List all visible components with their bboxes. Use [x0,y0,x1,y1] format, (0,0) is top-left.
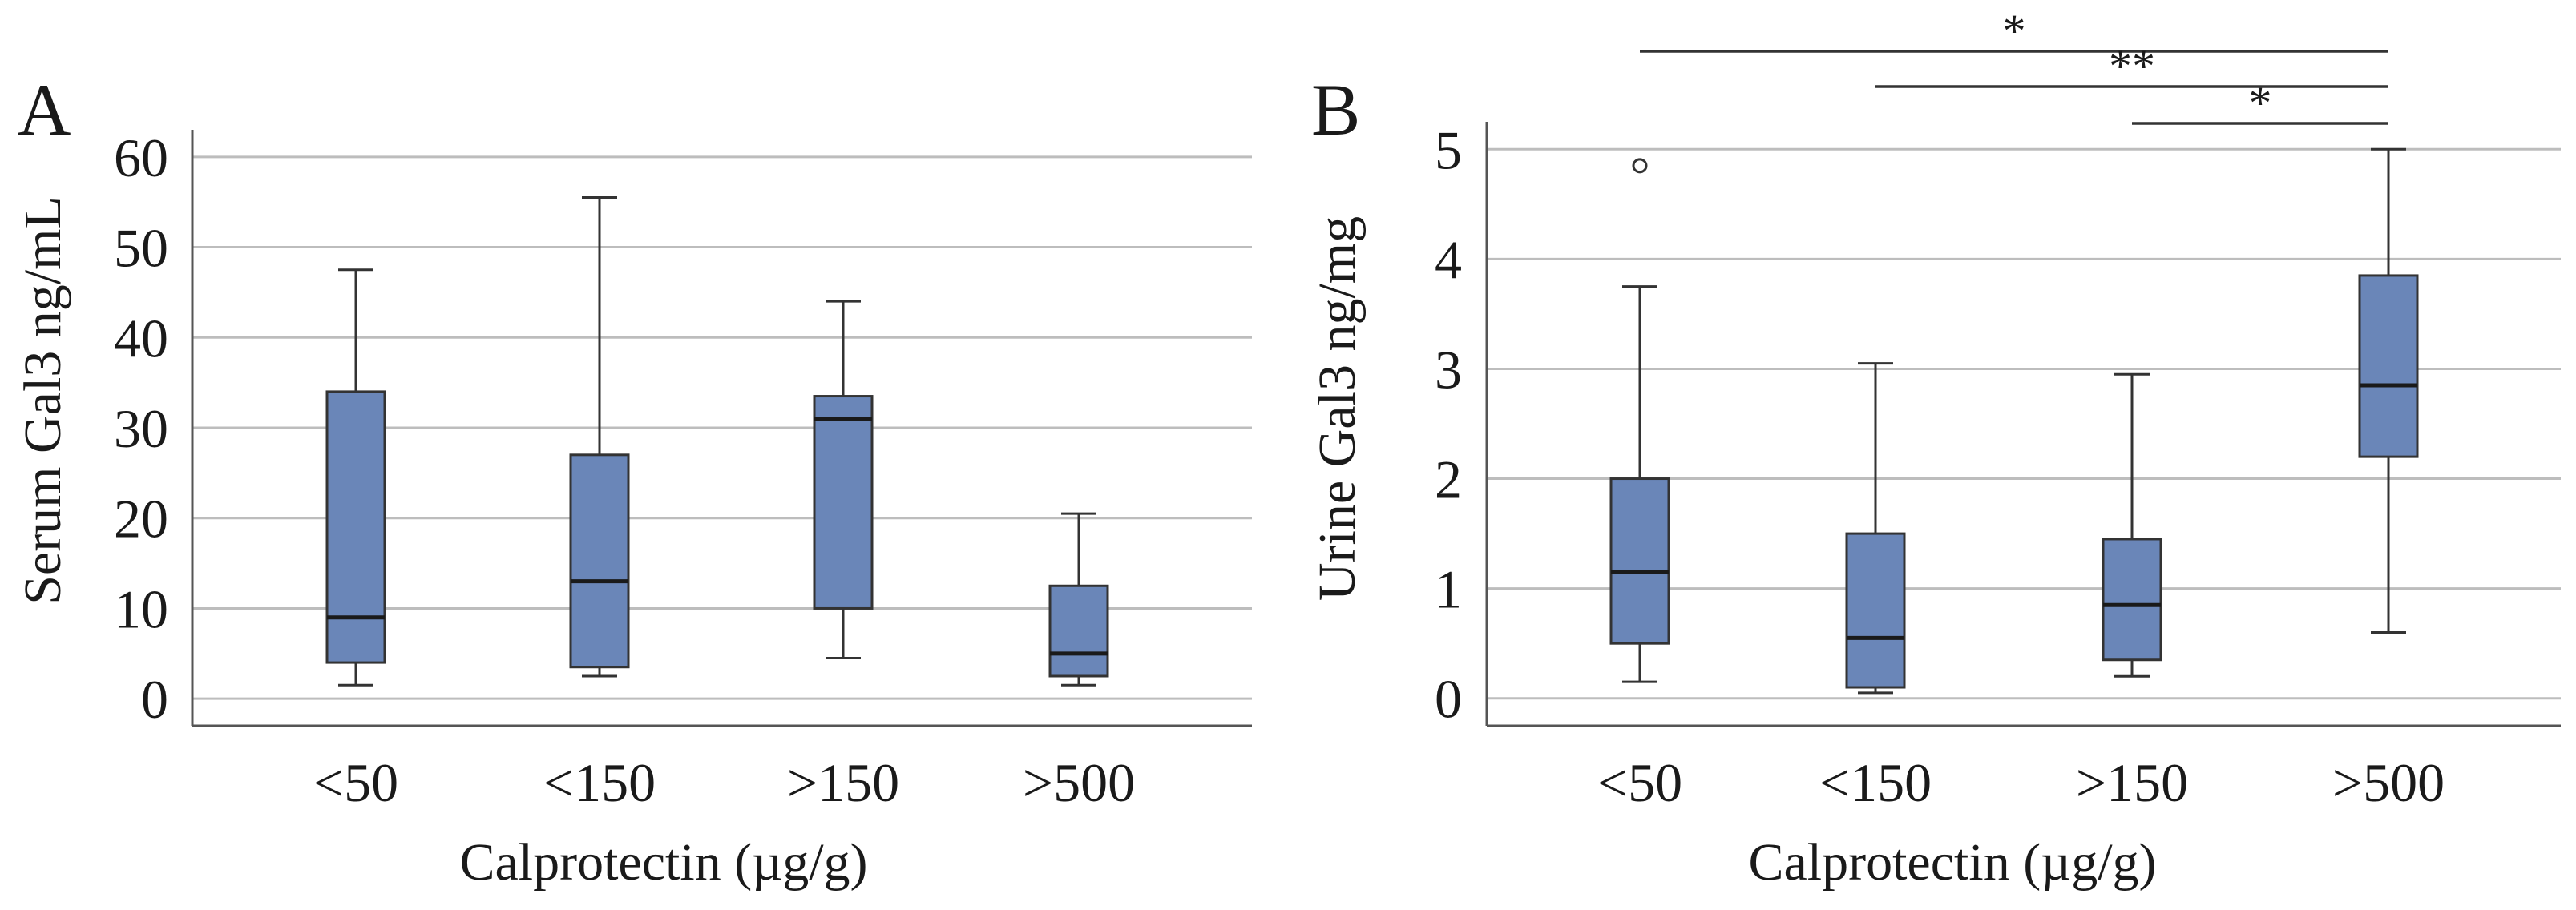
panel-a-box-group [1048,512,1109,687]
panel-b-box [2358,274,2419,458]
panel-b-y-tick-label: 0 [1435,669,1462,730]
panel-a-box-group [325,268,386,687]
panel-a-box [1048,584,1109,678]
panel-b-significance-bracket: * [2132,77,2388,129]
panel-a-y-tick-label: 0 [141,669,168,730]
panel-b-significance-label: * [2003,5,2026,57]
panel-a-y-tick-label: 50 [114,218,168,279]
panel-b-y-axis-title: Urine Gal3 ng/mg [1308,216,1367,601]
panel-a-x-axis-title: Calprotectin (µg/g) [459,833,867,892]
panel-b-y-tick-label: 2 [1435,449,1462,510]
panel-b-y-tick-label: 3 [1435,339,1462,400]
panel-a-x-tick-label: >500 [1023,752,1135,813]
panel-a-letter: A [18,69,71,151]
panel-b-significance-bracket: ** [1875,40,2388,92]
panel-b-box [1609,477,1670,645]
panel-b-significance-label: * [2249,77,2272,129]
panel-a-y-axis-title: Serum Gal3 ng/mL [14,196,72,605]
panel-b-x-tick-label: <50 [1597,752,1682,813]
panel-b-y-tick-label: 4 [1435,229,1462,290]
panel-a-x-tick-label: <150 [543,752,656,813]
panel-b-y-tick-label: 5 [1435,119,1462,180]
panel-b-x-axis-title: Calprotectin (µg/g) [1748,833,2156,892]
panel-a-y-tick-label: 10 [114,578,168,639]
panel-a: A Serum Gal3 ng/mL Calprotectin (µg/g) 0… [14,69,1252,892]
panel-a-x-tick-label: >150 [787,752,899,813]
panel-a-y-tick-label: 40 [114,308,168,368]
panel-b-significance-bracket: * [1640,5,2388,57]
panel-b-box [1845,532,1906,689]
panel-b-box-group [2358,147,2419,634]
panel-a-y-tick-label: 20 [114,489,168,550]
panel-b-significance-label: ** [2109,40,2155,92]
panel-b-x-tick-label: >150 [2076,752,2188,813]
panel-b-box-group [1845,362,1906,695]
panel-b-x-tick-label: >500 [2332,752,2445,813]
panel-a-box-group [813,300,874,659]
panel-b-x-tick-label: <150 [1819,752,1932,813]
panel-a-x-tick-label: <50 [313,752,398,813]
panel-a-y-tick-label: 60 [114,127,168,188]
panel-b-box-group [2102,372,2162,678]
panel-b-outlier-point [1632,158,1648,174]
panel-b-letter: B [1311,69,1360,151]
panel-a-y-tick-label: 30 [114,398,168,459]
panel-b-box-group [1609,158,1670,683]
panel-a-box [813,395,874,610]
panel-a-box [569,453,630,669]
panel-a-box-group [569,196,630,678]
panel-b: B Urine Gal3 ng/mg Calprotectin (µg/g) 0… [1308,5,2561,892]
panel-b-box [2102,538,2162,662]
panel-b-y-tick-label: 1 [1435,559,1462,620]
panel-a-box [325,390,386,664]
